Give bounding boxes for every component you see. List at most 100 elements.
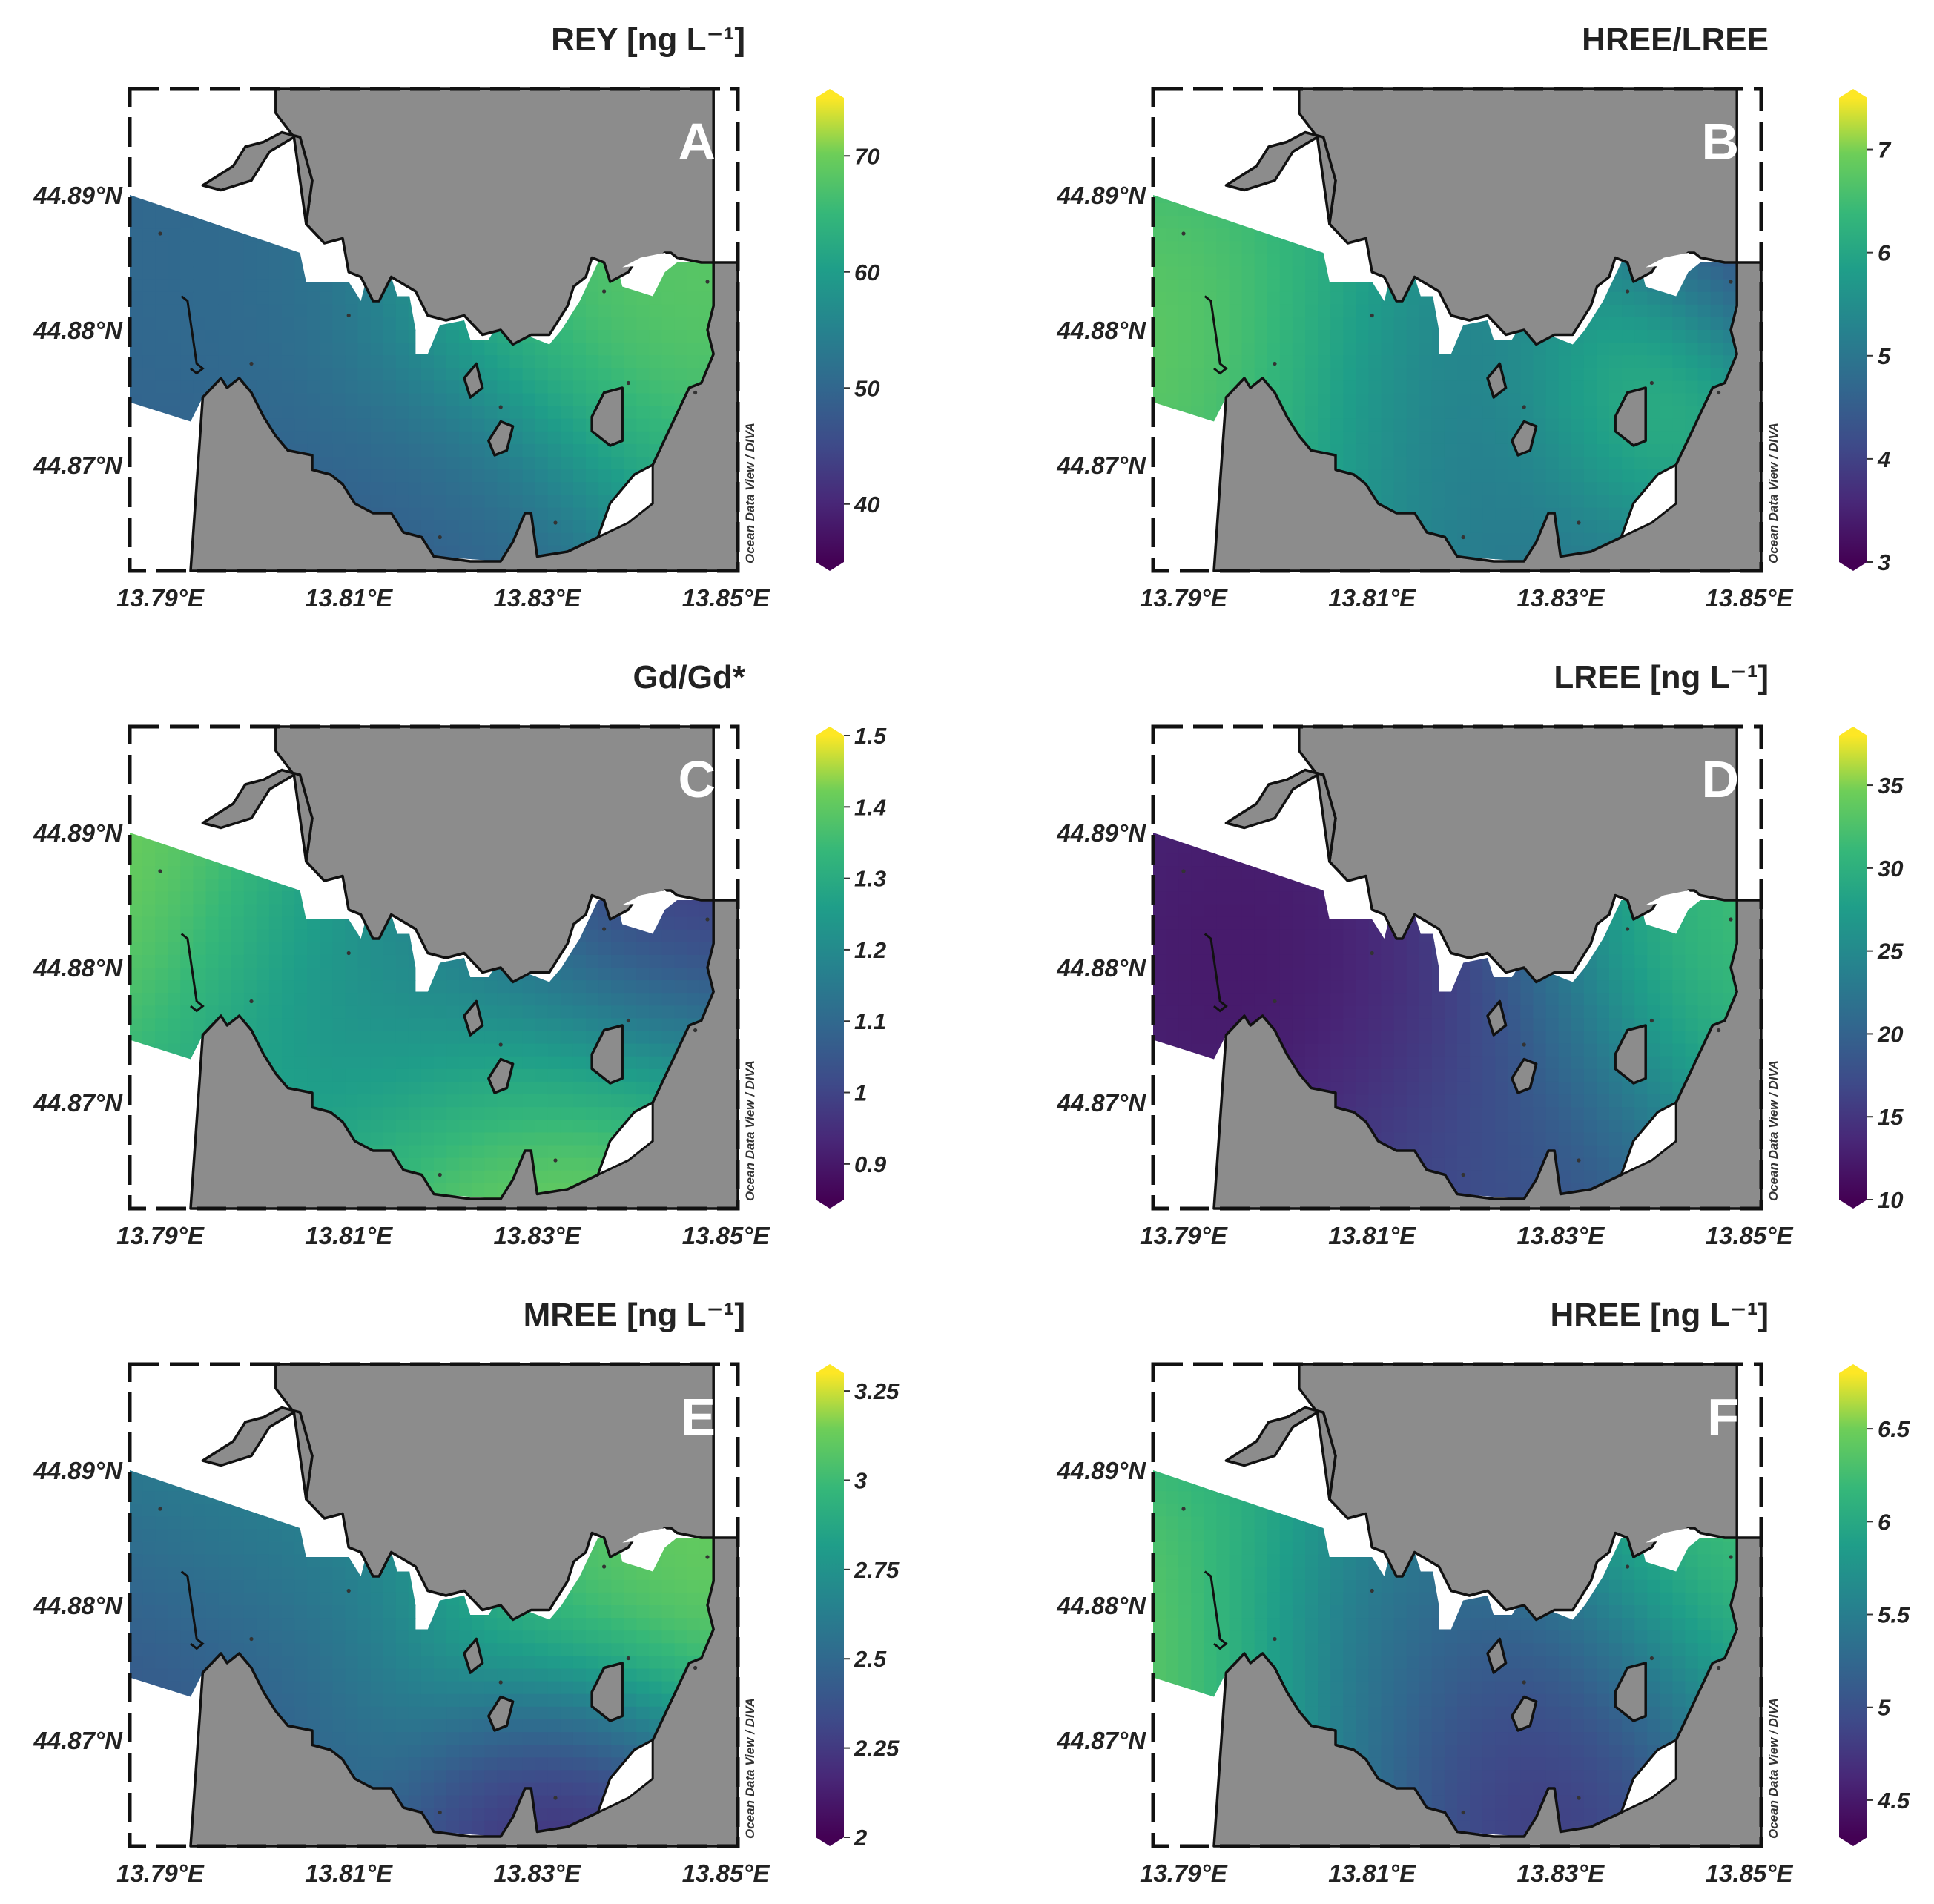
colorbar: 7 6 5 4 3 bbox=[1839, 89, 1892, 575]
x-tick-label: 13.81°E bbox=[305, 1222, 393, 1249]
land-south bbox=[189, 899, 739, 1210]
colorbar-tick-label: 1.1 bbox=[854, 1008, 886, 1034]
station-point bbox=[1729, 1555, 1733, 1559]
colorbar-tick-label: 25 bbox=[1877, 939, 1904, 965]
station-point bbox=[498, 1680, 503, 1685]
station-point bbox=[1273, 999, 1277, 1004]
island-2 bbox=[1511, 420, 1538, 457]
y-tick-label: 44.89°N bbox=[33, 182, 123, 209]
station-point bbox=[1717, 390, 1721, 395]
station-point bbox=[626, 1018, 631, 1023]
pier bbox=[180, 295, 205, 375]
odv-credit: Ocean Data View / DIVA bbox=[1766, 423, 1780, 563]
y-tick-label: 44.89°N bbox=[1056, 819, 1146, 847]
pier bbox=[1204, 933, 1228, 1013]
x-tick-label: 13.83°E bbox=[1517, 1222, 1605, 1249]
station-point bbox=[602, 289, 607, 294]
colorbar-tick-label: 10 bbox=[1878, 1187, 1903, 1213]
colorbar-tick-label: 50 bbox=[854, 375, 879, 401]
colorbar-tick-label: 70 bbox=[854, 143, 879, 169]
panel-title: MREE [ng L⁻¹] bbox=[524, 1297, 745, 1333]
unmapped-area bbox=[595, 1738, 654, 1815]
pier bbox=[1204, 295, 1228, 375]
station-point bbox=[1717, 1665, 1721, 1670]
colorbar-tick-label: 1 bbox=[854, 1080, 867, 1106]
x-tick-label: 13.81°E bbox=[1328, 1222, 1416, 1249]
station-point bbox=[1181, 231, 1186, 236]
station-point bbox=[693, 390, 698, 395]
y-tick-label: 44.88°N bbox=[1056, 317, 1146, 344]
station-point bbox=[553, 1796, 558, 1800]
map-panel-a: REY [ng L⁻¹] A Ocean Data View / DIVA 44.89… bbox=[33, 22, 879, 612]
station-point bbox=[1649, 1018, 1654, 1023]
colorbar-tick-label: 5 bbox=[1878, 343, 1891, 369]
station-point bbox=[1461, 1172, 1465, 1177]
y-tick-label: 44.87°N bbox=[33, 452, 123, 479]
x-tick-label: 13.85°E bbox=[1706, 1860, 1794, 1887]
island-2 bbox=[1511, 1057, 1538, 1094]
station-point bbox=[1181, 1507, 1186, 1511]
y-tick-label: 44.89°N bbox=[1056, 1457, 1146, 1484]
station-point bbox=[498, 405, 503, 409]
colorbar-tick-label: 7 bbox=[1878, 137, 1892, 163]
land-south bbox=[1212, 1536, 1763, 1848]
pier bbox=[1204, 1570, 1228, 1650]
station-point bbox=[1461, 1810, 1465, 1815]
x-tick-label: 13.83°E bbox=[1517, 584, 1605, 612]
x-tick-label: 13.83°E bbox=[494, 1222, 582, 1249]
station-point bbox=[438, 1172, 442, 1177]
station-point bbox=[1522, 1042, 1526, 1047]
colorbar: 35 30 25 20 15 10 bbox=[1839, 727, 1904, 1213]
panel-letter: A bbox=[678, 113, 716, 171]
unmapped-area bbox=[622, 1528, 677, 1543]
map-frame bbox=[1151, 724, 1763, 1211]
pier bbox=[180, 933, 205, 1013]
colorbar-tick-label: 4 bbox=[1877, 446, 1890, 472]
colorbar-tick-label: 2.75 bbox=[854, 1557, 900, 1583]
odv-credit: Ocean Data View / DIVA bbox=[1766, 1060, 1780, 1201]
station-point bbox=[346, 313, 351, 318]
colorbar-tick-label: 3.25 bbox=[854, 1378, 900, 1404]
panel-letter: B bbox=[1701, 113, 1739, 171]
station-point bbox=[1181, 869, 1186, 873]
panel-title: REY [ng L⁻¹] bbox=[551, 22, 745, 58]
colorbar-tick-label: 40 bbox=[854, 492, 879, 518]
island-2 bbox=[487, 420, 515, 457]
y-tick-label: 44.88°N bbox=[33, 317, 123, 344]
island-1 bbox=[463, 1637, 484, 1674]
x-tick-label: 13.81°E bbox=[1328, 1860, 1416, 1887]
headland bbox=[1224, 1406, 1337, 1501]
y-tick-label: 44.89°N bbox=[33, 1457, 123, 1484]
colorbar-tick-label: 30 bbox=[1878, 856, 1903, 882]
map-panel-e: MREE [ng L⁻¹] E Ocean Data View / DIVA 44.8… bbox=[33, 1297, 900, 1887]
y-tick-label: 44.87°N bbox=[1056, 1727, 1146, 1754]
panel-letter: D bbox=[1701, 750, 1739, 808]
x-tick-label: 13.79°E bbox=[116, 1860, 205, 1887]
station-point bbox=[705, 1555, 710, 1559]
panel-title: Gd/Gd* bbox=[633, 659, 745, 695]
map-frame bbox=[128, 87, 740, 573]
station-point bbox=[1577, 1158, 1581, 1163]
station-point bbox=[158, 869, 162, 873]
station-point bbox=[693, 1665, 698, 1670]
colorbar-tick-label: 3 bbox=[854, 1467, 867, 1493]
unmapped-area bbox=[1646, 253, 1700, 268]
odv-credit: Ocean Data View / DIVA bbox=[743, 423, 757, 563]
station-point bbox=[346, 951, 351, 956]
colorbar-tick-label: 1.5 bbox=[854, 723, 887, 749]
station-point bbox=[705, 280, 710, 284]
colorbar-tick-label: 1.4 bbox=[854, 794, 886, 820]
station-point bbox=[1461, 535, 1465, 540]
colorbar-tick-label: 4.5 bbox=[1877, 1788, 1910, 1814]
colorbar-tick-label: 5 bbox=[1878, 1695, 1891, 1721]
panel-title: HREE/LREE bbox=[1582, 22, 1769, 58]
island-3 bbox=[1614, 1024, 1647, 1085]
colorbar-tick-label: 15 bbox=[1878, 1104, 1904, 1130]
unmapped-area bbox=[1646, 890, 1700, 905]
colorbar-tick-label: 0.9 bbox=[854, 1151, 887, 1177]
station-point bbox=[626, 380, 631, 386]
colorbar-tick-label: 2.25 bbox=[854, 1736, 900, 1762]
x-tick-label: 13.85°E bbox=[1706, 584, 1794, 612]
station-point bbox=[1370, 951, 1374, 956]
island-3 bbox=[590, 386, 624, 447]
